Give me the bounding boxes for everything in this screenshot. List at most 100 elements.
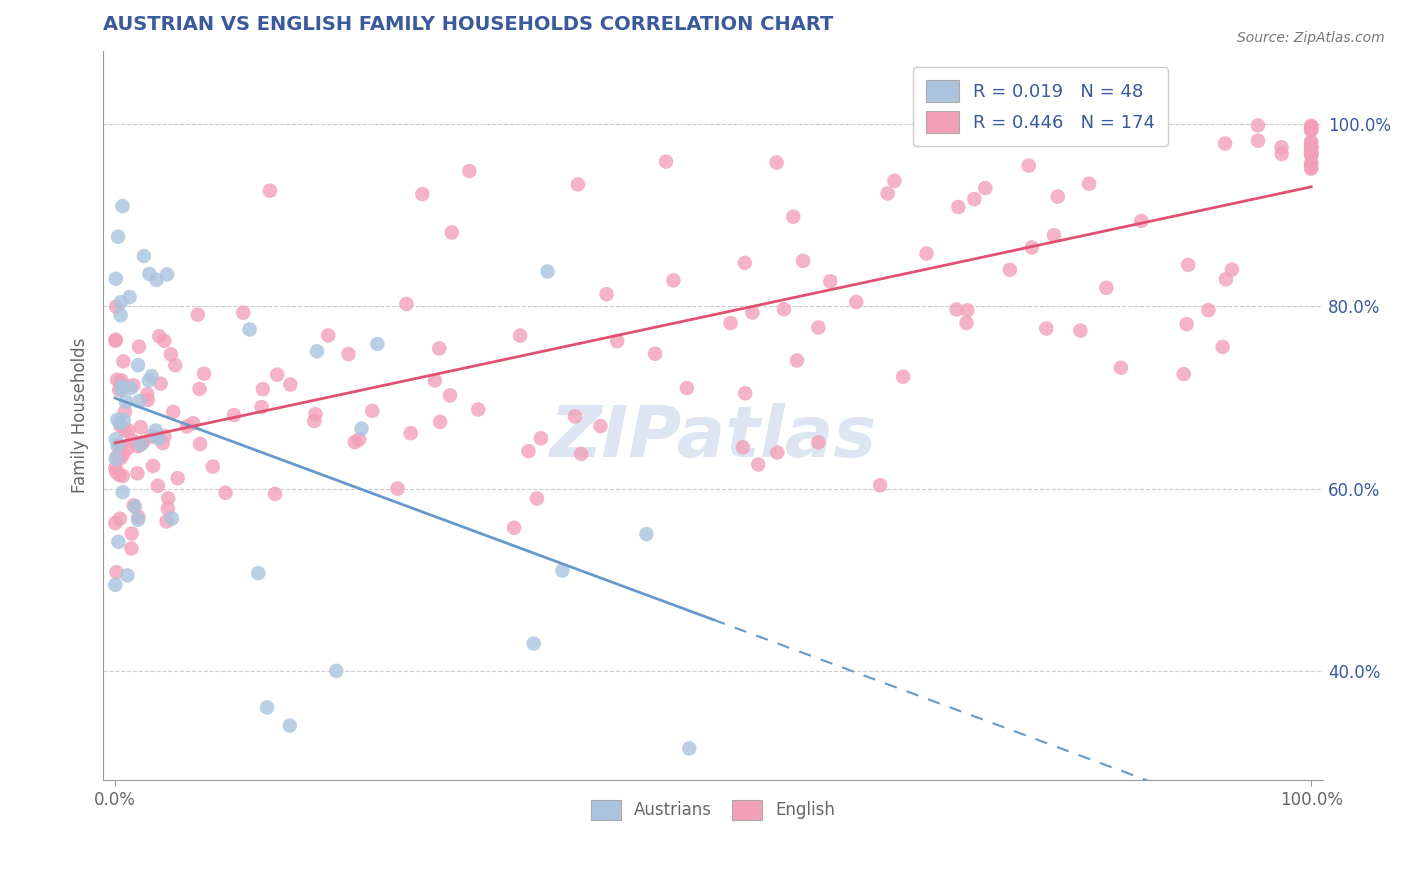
Point <box>509 328 531 343</box>
Point <box>193 367 215 381</box>
Point <box>786 353 808 368</box>
Point <box>1247 119 1270 133</box>
Point <box>129 420 152 434</box>
Point <box>181 417 204 431</box>
Point <box>1043 228 1066 243</box>
Point <box>1035 321 1057 335</box>
Point <box>720 316 742 330</box>
Point <box>773 302 796 317</box>
Point <box>104 461 127 475</box>
Point <box>662 273 685 287</box>
Point <box>387 482 409 496</box>
Point <box>1247 134 1270 148</box>
Point <box>160 511 183 525</box>
Point <box>105 465 128 479</box>
Point <box>105 373 128 387</box>
Point <box>1095 281 1118 295</box>
Point <box>152 436 174 450</box>
Point <box>845 295 868 310</box>
Point <box>564 409 586 424</box>
Point <box>530 431 553 445</box>
Point <box>1301 156 1323 170</box>
Point <box>111 373 134 387</box>
Point <box>110 451 132 466</box>
Point <box>517 444 540 458</box>
Point <box>110 418 132 433</box>
Point <box>305 344 328 359</box>
Point <box>120 541 142 556</box>
Point <box>148 431 170 445</box>
Point <box>395 297 418 311</box>
Text: ZIPatlas: ZIPatlas <box>550 403 877 472</box>
Point <box>104 516 127 530</box>
Point <box>1301 148 1323 162</box>
Point <box>1301 135 1323 149</box>
Point <box>214 486 236 500</box>
Point <box>112 354 135 368</box>
Point <box>678 741 700 756</box>
Point <box>108 467 131 482</box>
Point <box>108 383 131 397</box>
Point <box>974 181 997 195</box>
Point <box>145 273 167 287</box>
Point <box>239 322 262 336</box>
Point <box>142 458 165 473</box>
Point <box>118 290 141 304</box>
Point <box>636 527 658 541</box>
Point <box>361 404 384 418</box>
Point <box>792 253 814 268</box>
Point <box>247 566 270 581</box>
Point <box>110 308 132 322</box>
Point <box>366 337 388 351</box>
Point <box>166 471 188 485</box>
Point <box>429 415 451 429</box>
Point <box>1270 140 1292 154</box>
Point <box>115 442 138 456</box>
Point <box>138 267 160 281</box>
Point <box>104 272 127 286</box>
Point <box>111 383 134 397</box>
Point <box>108 416 131 430</box>
Point <box>278 377 301 392</box>
Point <box>423 374 446 388</box>
Point <box>343 435 366 450</box>
Point <box>121 434 143 448</box>
Point <box>569 447 592 461</box>
Point <box>1078 177 1101 191</box>
Point <box>111 199 134 213</box>
Point <box>139 429 162 443</box>
Point <box>807 320 830 334</box>
Point <box>782 210 804 224</box>
Point <box>655 154 678 169</box>
Point <box>316 328 339 343</box>
Point <box>115 394 138 409</box>
Point <box>1301 122 1323 136</box>
Point <box>105 565 128 579</box>
Point <box>915 246 938 260</box>
Point <box>1021 240 1043 254</box>
Point <box>176 419 198 434</box>
Point <box>955 316 977 330</box>
Point <box>675 381 697 395</box>
Point <box>138 374 160 388</box>
Point <box>747 458 769 472</box>
Point <box>107 439 129 453</box>
Point <box>427 342 450 356</box>
Point <box>129 437 152 451</box>
Point <box>439 388 461 402</box>
Point <box>820 274 842 288</box>
Point <box>107 229 129 244</box>
Point <box>111 485 134 500</box>
Point <box>187 308 209 322</box>
Point <box>440 226 463 240</box>
Point <box>104 334 127 348</box>
Point <box>325 664 347 678</box>
Point <box>963 192 986 206</box>
Point <box>1301 123 1323 137</box>
Point <box>945 302 967 317</box>
Point <box>1301 146 1323 161</box>
Point <box>127 513 149 527</box>
Point <box>1173 367 1195 381</box>
Point <box>998 263 1021 277</box>
Point <box>734 386 756 401</box>
